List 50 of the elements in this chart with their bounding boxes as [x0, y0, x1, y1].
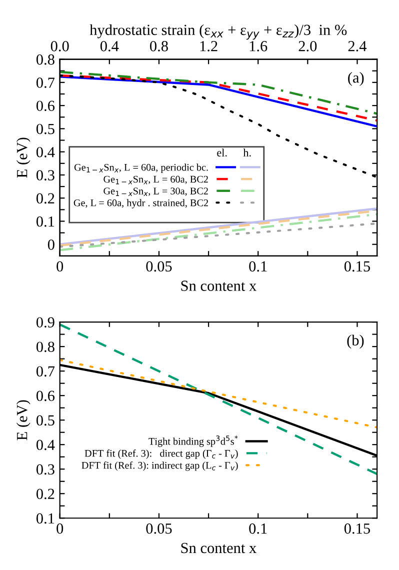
- annotation: el.: [217, 148, 227, 156]
- y-tick-label: 0.7: [36, 366, 55, 377]
- y-tick-label: 0.2: [36, 193, 54, 204]
- legend-label: Ge, L = 60a, hydr . strained, BC2: [74, 199, 208, 208]
- legend-label: DFT fit (Ref. 3): direct gap (Γ$_{c}$ - Γ$_{v}$): [84, 450, 238, 459]
- y-tick-label: 0.1: [36, 216, 54, 227]
- y-tick-label: 0.4: [36, 146, 55, 158]
- legend-label: Ge$_{1−x}$Sn$_{x}$, L = 60a, periodic bc.: [74, 164, 208, 173]
- y-tick-label: 0.4: [36, 440, 55, 450]
- y-tick-label: 0.1: [36, 513, 54, 524]
- x2-tick-label: 1.6: [250, 41, 268, 52]
- x-tick-label: 0.1: [249, 261, 267, 272]
- y-tick-label: 0.6: [36, 390, 55, 402]
- x-tick-label: 0.15: [344, 523, 370, 534]
- x-tick-label: 0.15: [344, 261, 370, 272]
- legend-label: DFT fit (Ref. 3): indirect gap (L$_{c}$ - Γ$_{v}$): [82, 462, 238, 471]
- annotation: (b): [347, 334, 364, 349]
- x-tick-label: 0.1: [249, 523, 267, 534]
- legend-label: Ge$_{1−x}$Sn$_{x}$, L = 30a, BC2: [104, 188, 208, 196]
- x2-tick-label: 1.2: [200, 41, 218, 52]
- y-tick-label: 0.5: [36, 124, 54, 134]
- y-axis-title: E (eV): [16, 138, 30, 178]
- y-tick-label: 0.6: [36, 100, 55, 112]
- x2-tick-label: 0.8: [150, 41, 168, 52]
- legend-label: Ge$_{1−x}$Sn$_{x}$, L = 60a, BC2: [104, 176, 208, 184]
- y-tick-label: 0.3: [36, 464, 54, 475]
- y-tick-label: 0.3: [36, 170, 54, 180]
- annotation: h.: [243, 148, 251, 156]
- x2-tick-label: 2.4: [348, 41, 367, 52]
- y-tick-label: 0.9: [36, 317, 54, 328]
- x-axis-title: Sn content x: [181, 280, 256, 291]
- y-axis-title: E (eV): [16, 400, 30, 440]
- x2-axis-title: hydrostatic strain (ε$_{xx}$ + ε$_{yy}$ + ε$_{zz}$)/3 in %: [90, 24, 347, 40]
- x2-tick-label: 2.0: [298, 41, 317, 52]
- y-tick-label: 0.5: [36, 415, 54, 426]
- y-tick-label: 0.8: [36, 54, 54, 65]
- legend-label: Tight binding sp$^{3}$d$^{5}$s$^{*}$: [148, 436, 238, 447]
- y-tick-label: 0.8: [36, 342, 54, 352]
- x-tick-label: 0: [56, 261, 64, 272]
- x-axis-title: Sn content x: [181, 542, 256, 554]
- y-tick-label: 0: [48, 240, 54, 250]
- x-tick-label: 0.05: [146, 523, 172, 534]
- x-tick-label: 0: [56, 523, 64, 534]
- x-tick-label: 0.05: [146, 261, 172, 272]
- y-tick-label: 0.7: [36, 78, 55, 88]
- x2-tick-label: 0.0: [50, 41, 69, 52]
- annotation: (a): [348, 72, 364, 86]
- line-series: [60, 70, 378, 115]
- y-tick-label: 0.2: [36, 488, 54, 500]
- x2-tick-label: 0.4: [100, 41, 119, 52]
